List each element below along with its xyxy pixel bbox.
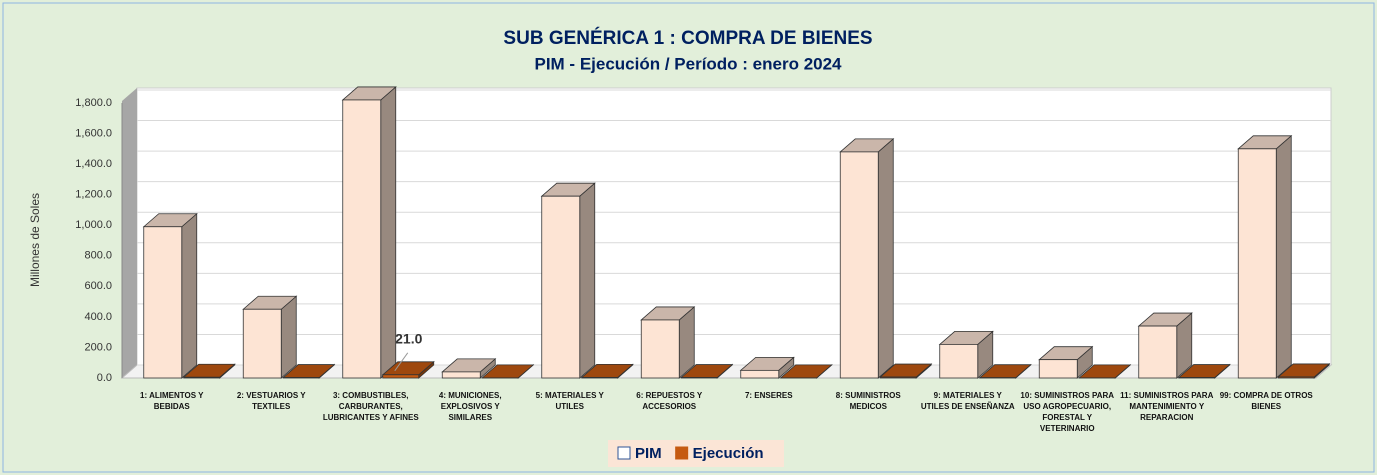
bar-front [581,376,619,379]
x-tick-label: 9: MATERIALES Y UTILES DE ENSEÑANZA [920,391,1015,411]
x-tick-label: 8: SUMINISTROS MEDICOS [835,391,901,411]
bar-front [441,371,481,379]
bar [341,86,397,379]
x-tick-label: 2: VESTUARIOS Y TEXTILES [236,391,306,411]
bar [580,363,634,379]
bar-side [181,212,198,379]
legend-swatch [617,446,631,460]
bar-front [740,369,780,379]
bar [879,363,933,379]
chart-subtitle: PIM - Ejecución / Período : enero 2024 [534,54,842,73]
y-tick-label: 800.0 [84,250,112,262]
bar-side [877,138,894,379]
bar [282,363,336,379]
bar [978,363,1032,379]
bar-front [382,374,420,379]
x-tick-label: 7: ENSERES [744,391,793,400]
bar-front [541,195,581,379]
bar-side [1275,134,1292,379]
x-tick-label: 99: COMPRA DE OTROS BIENES [1219,391,1313,411]
y-axis-label: Millones de Soles [28,193,42,287]
bar-side [280,295,297,379]
bar [1038,345,1094,379]
x-tick-label: 1: ALIMENTOS Y BEBIDAS [140,391,204,411]
x-tick-label: 5: MATERIALES Y UTILES [535,391,604,411]
bar [540,182,596,379]
bar-side [380,86,397,379]
bar-side [579,182,596,379]
legend-label: Ejecución [693,445,764,462]
y-tick-label: 200.0 [84,341,112,353]
bar-front [879,376,917,379]
y-tick-label: 1,000.0 [75,219,112,231]
bar-front [640,319,680,379]
bar-front [143,226,183,379]
bar [481,363,535,379]
x-tick-label: 10: SUMINISTROS PARA USO AGROPECUARIO, F… [1020,391,1115,433]
bar-front [1038,359,1078,379]
bar [938,330,994,379]
x-tick-label: 6: REPUESTOS Y ACCESORIOS [636,391,703,411]
value-label: 21.0 [395,330,422,346]
bar [1177,363,1231,379]
bar-front [342,99,382,379]
bar-front [939,343,979,379]
bar [182,363,236,379]
y-tick-label: 600.0 [84,280,112,292]
side-wall [122,88,137,378]
legend-swatch [675,446,689,460]
bar [1277,363,1331,379]
bar-front [1237,148,1277,379]
bar-front [183,376,221,379]
y-tick-label: 1,600.0 [75,127,112,139]
bar [680,363,734,379]
bar-front [1277,376,1315,379]
bar [242,295,298,379]
bar [640,306,696,379]
bar-front [839,151,879,379]
y-tick-label: 1,200.0 [75,189,112,201]
x-tick-label: 11: SUMINISTROS PARA MANTENIMIENTO Y REP… [1120,391,1214,422]
bar-front [242,308,282,379]
legend-label: PIM [635,445,662,462]
bar-front [1138,325,1178,379]
bar [381,360,435,379]
bar [839,138,895,379]
bar [142,212,198,379]
y-tick-label: 0.0 [97,372,112,384]
y-tick-label: 1,800.0 [75,97,112,109]
legend-box [608,440,784,467]
y-tick-label: 400.0 [84,311,112,323]
bar [1078,363,1132,379]
label-leader [394,352,409,372]
bar [1237,134,1293,379]
y-tick-label: 1,400.0 [75,158,112,170]
bar [441,358,497,379]
bar [739,356,795,379]
chart-title: SUB GENÉRICA 1 : COMPRA DE BIENES [503,27,872,49]
x-tick-label: 3: COMBUSTIBLES, CARBURANTES, LUBRICANTE… [322,391,419,422]
bar [779,363,833,379]
x-tick-label: 4: MUNICIONES, EXPLOSIVOS Y SIMILARES [438,391,502,422]
bar [1137,312,1193,379]
